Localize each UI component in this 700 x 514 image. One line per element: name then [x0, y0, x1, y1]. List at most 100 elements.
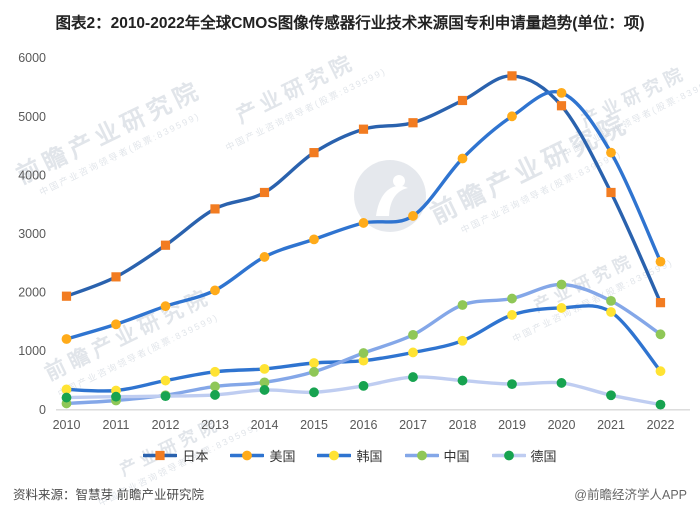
x-axis-tick-label: 2011 — [103, 418, 130, 432]
x-axis-tick-label: 2010 — [53, 418, 81, 432]
legend-label-germany: 德国 — [530, 449, 557, 464]
x-axis-tick-label: 2022 — [647, 418, 675, 432]
data-point-korea-2010 — [61, 384, 72, 395]
data-point-germany-2015 — [309, 387, 319, 398]
legend-label-japan: 日本 — [182, 449, 209, 464]
data-point-china-2020 — [556, 279, 567, 290]
data-point-japan-2012 — [160, 240, 171, 250]
data-point-germany-2020 — [556, 378, 567, 388]
y-axis-tick-label: 5000 — [18, 110, 46, 124]
source-note: 资料来源：智慧芽 前瞻产业研究院 — [13, 488, 204, 502]
legend-label-usa: 美国 — [269, 449, 296, 464]
series-line-japan — [64, 74, 663, 305]
x-axis-tick-label: 2018 — [449, 418, 477, 432]
data-point-japan-2019 — [507, 71, 517, 81]
y-axis-tick-label: 1000 — [18, 344, 46, 358]
data-point-germany-2021 — [606, 390, 616, 401]
data-point-usa-2017 — [408, 211, 418, 221]
data-point-usa-2021 — [606, 147, 616, 158]
data-point-korea-2017 — [408, 347, 418, 358]
data-point-usa-2013 — [210, 285, 220, 296]
chart-legend: 日本 美国 韩国 中国 德国 — [0, 446, 700, 465]
legend-item-china: 中国 — [404, 446, 470, 465]
data-point-china-2017 — [408, 329, 418, 340]
data-point-korea-2013 — [210, 366, 220, 377]
data-point-germany-2014 — [259, 385, 270, 395]
x-axis-tick-label: 2013 — [201, 418, 229, 432]
data-point-germany-2018 — [457, 375, 468, 386]
chart-title: 图表2：2010-2022年全球CMOS图像传感器行业技术来源国专利申请量趋势(… — [55, 15, 645, 32]
data-point-china-2021 — [606, 295, 616, 306]
y-axis-tick-label: 3000 — [18, 227, 46, 241]
legend-item-japan: 日本 — [143, 446, 208, 465]
y-axis-tick-label: 4000 — [18, 168, 46, 182]
data-point-usa-2010 — [61, 334, 72, 344]
x-axis-tick-label: 2019 — [498, 418, 526, 432]
x-axis-tick-label: 2014 — [251, 418, 279, 432]
data-point-korea-2018 — [457, 335, 468, 346]
data-point-usa-2018 — [457, 153, 468, 164]
legend-label-korea: 韩国 — [356, 449, 383, 464]
x-axis-tick-label: 2020 — [548, 418, 576, 432]
x-axis-tick-label: 2021 — [597, 418, 625, 432]
credit-note: @前瞻经济学人APP — [574, 488, 687, 502]
data-point-japan-2017 — [408, 118, 418, 128]
data-point-usa-2014 — [259, 252, 270, 262]
data-point-china-2016 — [358, 348, 369, 358]
data-point-japan-2021 — [606, 187, 616, 198]
data-point-usa-2022 — [655, 256, 666, 267]
data-point-usa-2015 — [309, 234, 319, 245]
data-point-germany-2012 — [160, 391, 171, 402]
legend-item-germany: 德国 — [491, 446, 557, 465]
line-chart: 0 1000 2000 3000 4000 5000 6000 2010 2011 2012 201… — [18, 51, 690, 432]
data-point-china-2018 — [457, 300, 468, 310]
data-point-germany-2016 — [358, 380, 369, 391]
legend-marker-icon-korea — [317, 450, 352, 461]
data-point-japan-2016 — [358, 124, 369, 134]
data-point-japan-2018 — [457, 95, 468, 106]
data-point-germany-2019 — [507, 379, 517, 390]
data-point-japan-2020 — [556, 101, 567, 111]
y-axis-tick-label: 2000 — [18, 286, 46, 300]
data-point-usa-2016 — [358, 218, 369, 228]
data-point-usa-2011 — [111, 319, 121, 330]
x-axis-tick-label: 2016 — [350, 418, 378, 432]
data-point-china-2013 — [210, 381, 220, 392]
data-point-usa-2020 — [556, 87, 567, 98]
legend-item-usa: 美国 — [230, 446, 295, 465]
y-axis-tick-label: 0 — [39, 403, 46, 417]
data-point-usa-2019 — [507, 111, 517, 122]
data-point-usa-2012 — [160, 301, 171, 312]
y-axis-tick-label: 6000 — [18, 51, 46, 65]
legend-label-china: 中国 — [443, 449, 470, 464]
data-point-china-2015 — [309, 366, 319, 377]
data-point-korea-2019 — [507, 310, 517, 320]
data-point-japan-2011 — [111, 272, 121, 282]
data-point-korea-2012 — [160, 375, 171, 386]
data-point-korea-2015 — [309, 358, 319, 368]
data-point-japan-2022 — [655, 298, 666, 308]
data-point-germany-2022 — [655, 399, 666, 410]
legend-marker-icon-china — [404, 450, 439, 461]
data-point-germany-2013 — [210, 390, 220, 400]
data-point-germany-2011 — [111, 391, 121, 402]
data-point-japan-2013 — [210, 204, 220, 214]
x-axis-tick-label: 2012 — [152, 418, 180, 432]
data-point-japan-2014 — [259, 187, 270, 198]
data-point-japan-2010 — [61, 291, 72, 301]
data-point-germany-2010 — [61, 392, 72, 403]
x-axis-tick-label: 2015 — [300, 418, 328, 432]
data-point-japan-2015 — [309, 148, 319, 158]
data-point-china-2014 — [259, 377, 270, 388]
legend-marker-icon-germany — [491, 450, 526, 461]
data-point-china-2019 — [507, 293, 517, 304]
data-point-germany-2017 — [408, 372, 418, 382]
data-point-korea-2021 — [606, 307, 616, 317]
data-point-china-2022 — [655, 329, 666, 340]
x-axis-tick-label: 2017 — [399, 418, 427, 432]
data-point-korea-2020 — [556, 303, 567, 313]
legend-item-korea: 韩国 — [317, 446, 383, 465]
data-point-korea-2016 — [358, 355, 369, 366]
legend-marker-icon-japan — [143, 450, 178, 461]
